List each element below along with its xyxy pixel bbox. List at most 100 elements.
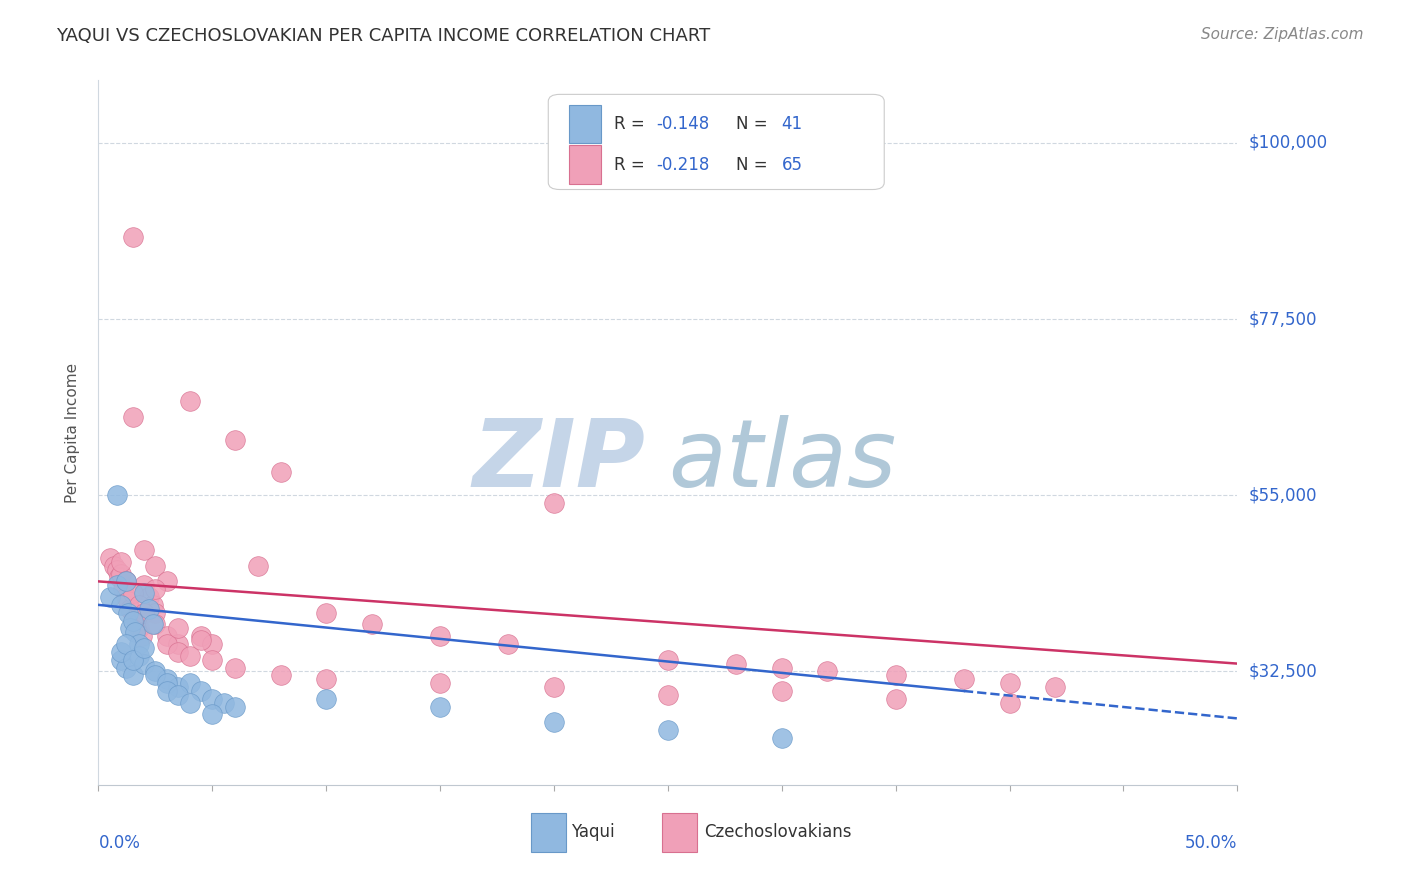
Point [121,668,143,682]
Point [145,668,167,682]
Point [179,696,201,710]
Point [132,657,155,671]
Text: $32,500: $32,500 [1249,663,1317,681]
Point [156,629,179,643]
Point [201,637,224,651]
Point [179,394,201,409]
Text: N =: N = [737,155,773,174]
Point [114,574,136,589]
FancyBboxPatch shape [531,814,567,852]
Point [429,676,451,690]
Point [770,731,793,745]
Point [128,598,150,612]
Text: YAQUI VS CZECHOSLOVAKIAN PER CAPITA INCOME CORRELATION CHART: YAQUI VS CZECHOSLOVAKIAN PER CAPITA INCO… [56,27,710,45]
Point [190,684,212,698]
Point [121,614,143,628]
Point [429,699,451,714]
Text: N =: N = [737,115,773,133]
Point [224,434,246,448]
Point [657,653,679,667]
FancyBboxPatch shape [662,814,697,852]
Point [114,637,136,651]
Text: 0.0%: 0.0% [98,834,141,852]
Point [117,594,139,608]
Point [725,657,748,671]
Point [120,601,142,615]
Text: atlas: atlas [668,416,896,507]
Point [132,578,155,592]
Point [167,637,190,651]
Point [315,673,337,687]
Point [224,660,246,674]
Point [110,598,132,612]
Point [132,543,155,558]
Point [128,637,150,651]
Point [998,696,1021,710]
Point [543,715,565,730]
Point [121,586,143,600]
Point [770,660,793,674]
Point [98,590,121,604]
Point [270,668,292,682]
Point [138,601,160,615]
Text: $77,500: $77,500 [1249,310,1317,328]
Point [156,673,179,687]
Point [498,637,520,651]
Point [167,688,190,702]
FancyBboxPatch shape [569,104,600,144]
Point [105,578,128,592]
Point [156,676,179,690]
Point [124,625,146,640]
Point [110,566,132,581]
Point [543,680,565,694]
Point [315,691,337,706]
Point [179,648,201,663]
Text: -0.218: -0.218 [657,155,710,174]
Point [246,558,269,573]
Point [142,617,165,632]
Point [270,465,292,479]
Text: R =: R = [614,115,651,133]
Text: $55,000: $55,000 [1249,486,1317,504]
Point [138,590,160,604]
Point [953,673,976,687]
Point [156,574,179,589]
Point [315,606,337,620]
Point [145,617,167,632]
Point [108,570,131,584]
Point [142,598,165,612]
Point [132,586,155,600]
Point [815,665,838,679]
Point [429,629,451,643]
Point [212,696,235,710]
FancyBboxPatch shape [569,145,600,184]
Point [167,621,190,635]
Point [360,617,382,632]
Point [190,629,212,643]
Text: ZIP: ZIP [472,415,645,507]
Point [114,574,136,589]
Point [1043,680,1066,694]
Point [114,660,136,674]
Point [179,676,201,690]
Point [121,409,143,424]
Text: Czechoslovakians: Czechoslovakians [704,823,852,841]
Text: R =: R = [614,155,651,174]
Point [657,688,679,702]
Point [128,648,150,663]
Point [98,550,121,565]
Point [145,558,167,573]
Text: 65: 65 [782,155,803,174]
Point [167,680,190,694]
Point [543,496,565,510]
Point [224,699,246,714]
Point [657,723,679,738]
Point [128,621,150,635]
Point [156,684,179,698]
FancyBboxPatch shape [548,95,884,189]
Point [156,637,179,651]
Point [131,629,153,643]
Point [112,582,135,597]
Point [110,653,132,667]
Text: 41: 41 [782,115,803,133]
